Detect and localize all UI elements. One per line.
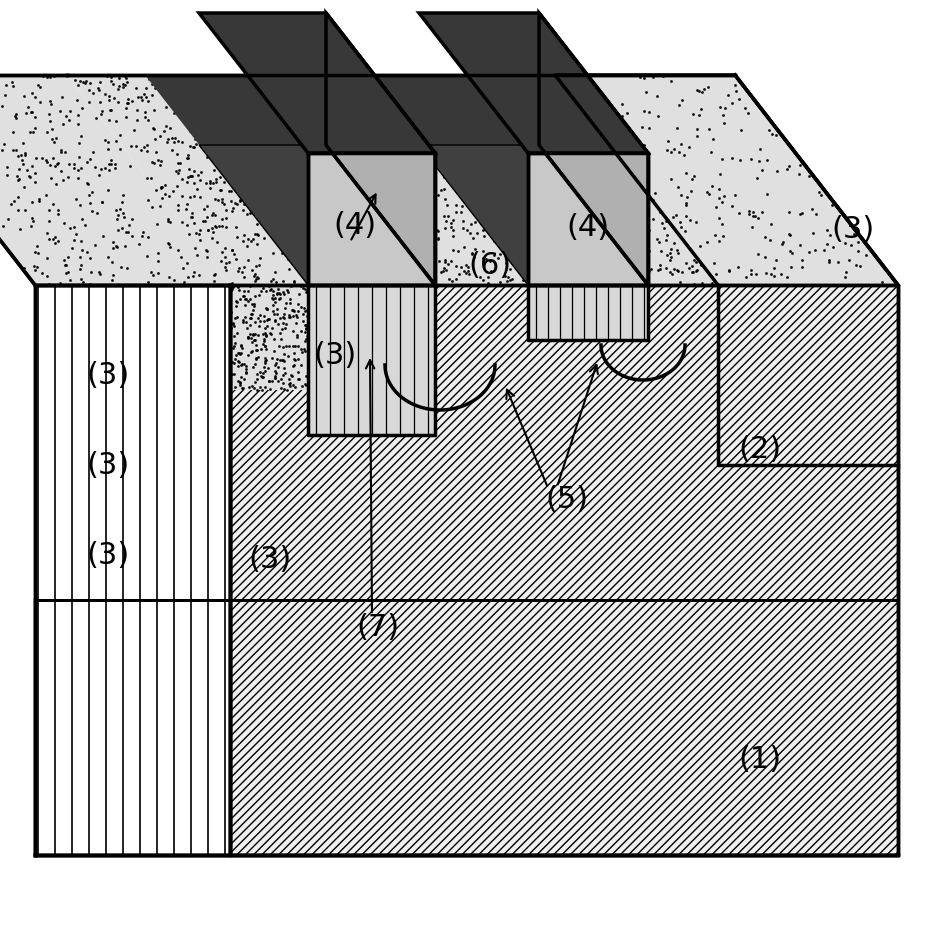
Polygon shape <box>230 285 898 600</box>
Polygon shape <box>35 600 230 855</box>
Text: (3): (3) <box>86 361 129 390</box>
Polygon shape <box>0 75 230 285</box>
Polygon shape <box>35 285 230 855</box>
Polygon shape <box>230 600 898 855</box>
Polygon shape <box>555 75 898 285</box>
Polygon shape <box>528 153 648 285</box>
Text: (3): (3) <box>86 541 129 569</box>
Polygon shape <box>419 13 648 153</box>
Polygon shape <box>718 285 898 465</box>
Text: (4): (4) <box>333 211 376 240</box>
Polygon shape <box>326 13 435 285</box>
Polygon shape <box>199 145 435 285</box>
Text: (4): (4) <box>566 213 609 243</box>
Text: (7): (7) <box>357 614 400 643</box>
Text: (3): (3) <box>831 215 874 244</box>
Text: (1): (1) <box>739 746 782 774</box>
Text: (5): (5) <box>546 485 589 514</box>
Text: (6): (6) <box>468 250 512 279</box>
Polygon shape <box>35 285 230 600</box>
Text: (3): (3) <box>86 450 129 480</box>
Polygon shape <box>308 153 435 285</box>
Polygon shape <box>539 13 648 285</box>
Polygon shape <box>67 75 898 285</box>
Text: (3): (3) <box>248 546 292 575</box>
Polygon shape <box>308 285 435 435</box>
Polygon shape <box>528 285 648 340</box>
Polygon shape <box>230 285 308 390</box>
Text: (3): (3) <box>314 341 357 369</box>
Polygon shape <box>145 75 435 285</box>
Polygon shape <box>199 13 435 153</box>
Text: (2): (2) <box>739 435 782 464</box>
Polygon shape <box>365 75 648 285</box>
Polygon shape <box>419 145 648 285</box>
